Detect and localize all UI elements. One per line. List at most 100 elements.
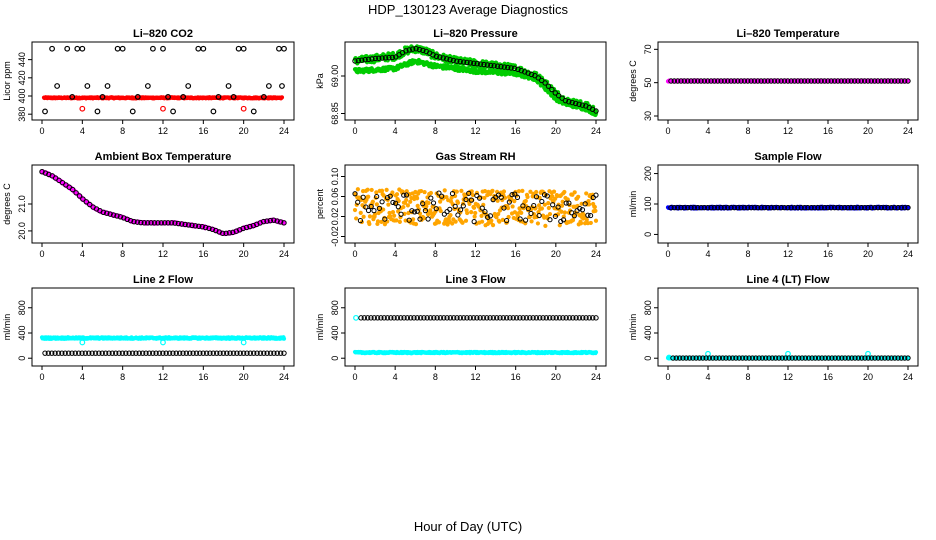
- y-tick-label: 0: [643, 356, 653, 361]
- data-point: [389, 54, 396, 61]
- data-point: [510, 204, 515, 209]
- y-tick-label: 21.0: [17, 195, 27, 213]
- panel-ylabel: ml/min: [628, 314, 638, 341]
- x-tick-label: 16: [511, 249, 521, 259]
- y-tick-label: 400: [643, 325, 653, 340]
- data-point: [815, 78, 821, 84]
- y-tick-label: 800: [330, 300, 340, 315]
- x-tick-label: 20: [863, 372, 873, 382]
- data-point: [488, 62, 494, 69]
- data-point: [828, 78, 834, 84]
- data-point: [365, 187, 370, 192]
- x-tick-label: 12: [783, 126, 793, 136]
- series-2: [353, 314, 359, 321]
- data-point: [144, 83, 151, 89]
- data-point: [365, 207, 372, 214]
- x-tick-label: 8: [745, 372, 750, 382]
- series-3: [42, 350, 287, 356]
- data-point: [498, 63, 504, 70]
- data-point: [79, 105, 86, 112]
- data-point: [104, 83, 111, 89]
- data-point: [119, 45, 126, 52]
- data-point: [390, 210, 396, 215]
- data-point: [519, 210, 524, 215]
- data-point: [795, 78, 801, 84]
- data-point: [765, 78, 771, 84]
- data-point: [681, 78, 688, 84]
- panel-title: Li–820 Temperature: [736, 28, 839, 40]
- data-point: [508, 65, 514, 71]
- data-point: [384, 187, 389, 192]
- y-tick-label: 100: [643, 196, 653, 211]
- data-point: [525, 194, 530, 200]
- data-point: [745, 78, 751, 84]
- data-point: [472, 214, 477, 219]
- data-point: [562, 210, 568, 215]
- data-point: [467, 60, 474, 66]
- data-point: [715, 78, 721, 84]
- y-tick-label: 440: [17, 52, 27, 67]
- x-tick-label: 24: [591, 126, 601, 136]
- data-point: [905, 78, 911, 84]
- data-point: [160, 339, 166, 346]
- data-point: [369, 187, 374, 193]
- data-point: [430, 200, 437, 206]
- data-point: [748, 78, 754, 84]
- plot-frame: [31, 164, 295, 244]
- data-point: [437, 54, 443, 60]
- data-point: [858, 78, 864, 84]
- data-point: [545, 83, 552, 89]
- x-tick-label: 20: [239, 126, 249, 136]
- x-tick-label: 16: [823, 126, 833, 136]
- data-point: [481, 61, 487, 68]
- panel-ylabel: ml/min: [628, 191, 638, 218]
- series-1: [41, 95, 285, 101]
- data-point: [671, 78, 678, 84]
- y-tick-label: 400: [330, 325, 340, 340]
- data-point: [891, 78, 898, 84]
- data-point: [522, 69, 528, 75]
- x-tick-label: 0: [39, 249, 44, 259]
- data-point: [587, 212, 594, 219]
- data-point: [490, 223, 496, 228]
- data-point: [426, 200, 431, 206]
- data-point: [808, 78, 814, 84]
- data-point: [525, 70, 531, 76]
- data-point: [454, 58, 460, 64]
- data-point: [114, 45, 121, 52]
- y-tick-label: 20.0: [17, 222, 27, 240]
- data-point: [576, 194, 581, 199]
- data-point: [482, 189, 488, 194]
- data-point: [751, 78, 758, 84]
- panel-title: Li–820 CO2: [133, 28, 193, 40]
- data-point: [901, 78, 908, 84]
- panel-ylabel: Licor ppm: [2, 61, 12, 101]
- series-2: [668, 78, 911, 84]
- data-point: [353, 314, 359, 321]
- x-tick-label: 12: [783, 372, 793, 382]
- data-point: [511, 65, 518, 72]
- panel-ylabel: degrees C: [628, 60, 638, 102]
- panel-ylabel: percent: [315, 188, 325, 219]
- data-point: [778, 78, 784, 84]
- x-tick-label: 8: [745, 126, 750, 136]
- data-point: [279, 95, 285, 100]
- data-point: [593, 218, 599, 223]
- y-tick-label: -0.02: [330, 226, 340, 247]
- data-point: [775, 78, 781, 84]
- x-tick-label: 12: [470, 249, 480, 259]
- series-1: [352, 187, 599, 228]
- data-point: [668, 78, 674, 84]
- data-point: [225, 83, 232, 89]
- data-point: [518, 67, 525, 74]
- x-tick-label: 4: [705, 126, 710, 136]
- y-tick-label: 0.06: [330, 188, 340, 206]
- data-point: [708, 78, 714, 84]
- data-point: [791, 78, 798, 84]
- data-point: [701, 78, 708, 84]
- data-point: [534, 189, 539, 195]
